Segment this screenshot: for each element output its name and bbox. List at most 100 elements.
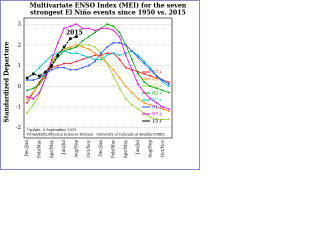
point bbox=[57, 41, 59, 44]
point bbox=[87, 48, 90, 50]
point bbox=[26, 101, 28, 104]
point bbox=[131, 91, 133, 94]
x-tick-label: Oct/Nov bbox=[160, 139, 165, 157]
point bbox=[124, 85, 127, 88]
point bbox=[81, 27, 84, 30]
point bbox=[26, 89, 28, 92]
point bbox=[56, 53, 60, 57]
point bbox=[149, 97, 152, 100]
chart-subtitle: strongest El Niño events since 1950 vs. … bbox=[30, 10, 186, 17]
point bbox=[143, 91, 146, 94]
legend-label: 87+ bbox=[152, 98, 163, 104]
point bbox=[161, 89, 164, 92]
point bbox=[112, 25, 115, 28]
point bbox=[69, 25, 72, 28]
point bbox=[63, 50, 65, 53]
y-tick-label: 0 bbox=[18, 84, 22, 90]
point bbox=[112, 29, 115, 32]
point bbox=[81, 66, 84, 69]
point bbox=[168, 85, 170, 88]
y-tick-label: -2 bbox=[16, 125, 21, 131]
point bbox=[100, 52, 102, 55]
point bbox=[168, 110, 170, 113]
chart-title: Multivariate ENSO Index (MEI) for the se… bbox=[30, 3, 187, 10]
point bbox=[50, 54, 53, 57]
legend-label: 72+ bbox=[152, 84, 163, 90]
x-tick-label: Feb/Mar bbox=[110, 140, 115, 158]
point bbox=[75, 43, 78, 46]
footer: NOAA/ESRL/Physical Sciences Division - U… bbox=[27, 133, 165, 137]
point bbox=[50, 58, 53, 61]
point bbox=[87, 27, 90, 30]
x-tick-label: Oct/Nov bbox=[86, 139, 91, 157]
point bbox=[94, 54, 96, 57]
point bbox=[69, 62, 72, 65]
point bbox=[155, 118, 158, 121]
point bbox=[62, 45, 66, 49]
point bbox=[118, 77, 121, 79]
point bbox=[149, 116, 152, 119]
point bbox=[100, 54, 102, 57]
point bbox=[168, 83, 170, 86]
legend-label: 91+ bbox=[152, 105, 163, 111]
point bbox=[57, 64, 59, 67]
point bbox=[38, 66, 41, 69]
x-tick-label: Feb/Mar bbox=[36, 140, 41, 158]
point bbox=[75, 68, 78, 71]
y-label: Standardized Departure bbox=[4, 41, 11, 122]
point bbox=[94, 52, 96, 55]
y-tick-label: 1 bbox=[18, 63, 22, 69]
point bbox=[26, 112, 28, 115]
x-tick-label: Dec/Jan bbox=[24, 140, 29, 157]
point bbox=[57, 52, 59, 55]
x-tick-label: Apr/May bbox=[123, 139, 128, 159]
point bbox=[63, 66, 65, 69]
legend-label: 97+ bbox=[152, 112, 163, 118]
point bbox=[118, 58, 121, 61]
point bbox=[63, 62, 65, 65]
plot-area bbox=[23, 17, 173, 139]
point bbox=[112, 68, 115, 71]
point bbox=[32, 97, 35, 100]
point bbox=[38, 77, 41, 79]
point bbox=[87, 35, 90, 38]
y-tick-label: -1 bbox=[16, 104, 21, 110]
point bbox=[137, 97, 139, 100]
point bbox=[137, 83, 139, 86]
point bbox=[124, 54, 127, 57]
point bbox=[31, 72, 35, 76]
legend-label: 82+ bbox=[152, 91, 163, 97]
point bbox=[50, 66, 53, 69]
point bbox=[149, 68, 152, 71]
point bbox=[100, 58, 102, 61]
point bbox=[26, 79, 28, 81]
point bbox=[87, 43, 90, 46]
point bbox=[32, 79, 35, 81]
point bbox=[106, 23, 109, 26]
point bbox=[68, 37, 72, 40]
legend-label: 65+ bbox=[152, 77, 163, 83]
legend-label: 15+ bbox=[152, 119, 163, 125]
point bbox=[26, 97, 28, 100]
x-tick-label: Dec/Jan bbox=[98, 140, 103, 157]
point bbox=[50, 64, 54, 67]
point bbox=[94, 31, 96, 34]
series-line bbox=[26, 50, 170, 87]
point bbox=[100, 27, 102, 30]
chart: Multivariate ENSO Index (MEI) for the se… bbox=[0, 0, 200, 170]
point bbox=[155, 87, 158, 90]
point bbox=[161, 118, 164, 121]
point bbox=[168, 81, 170, 84]
point bbox=[143, 72, 146, 75]
point bbox=[32, 87, 35, 90]
x-tick-label: Aug/Sep bbox=[73, 140, 78, 159]
point bbox=[75, 46, 78, 48]
y-tick-label: 2 bbox=[18, 42, 22, 48]
point bbox=[155, 101, 158, 104]
point bbox=[94, 58, 96, 61]
point bbox=[106, 27, 109, 30]
point bbox=[118, 54, 121, 57]
point bbox=[112, 52, 115, 55]
point bbox=[149, 66, 152, 69]
point bbox=[161, 106, 164, 108]
